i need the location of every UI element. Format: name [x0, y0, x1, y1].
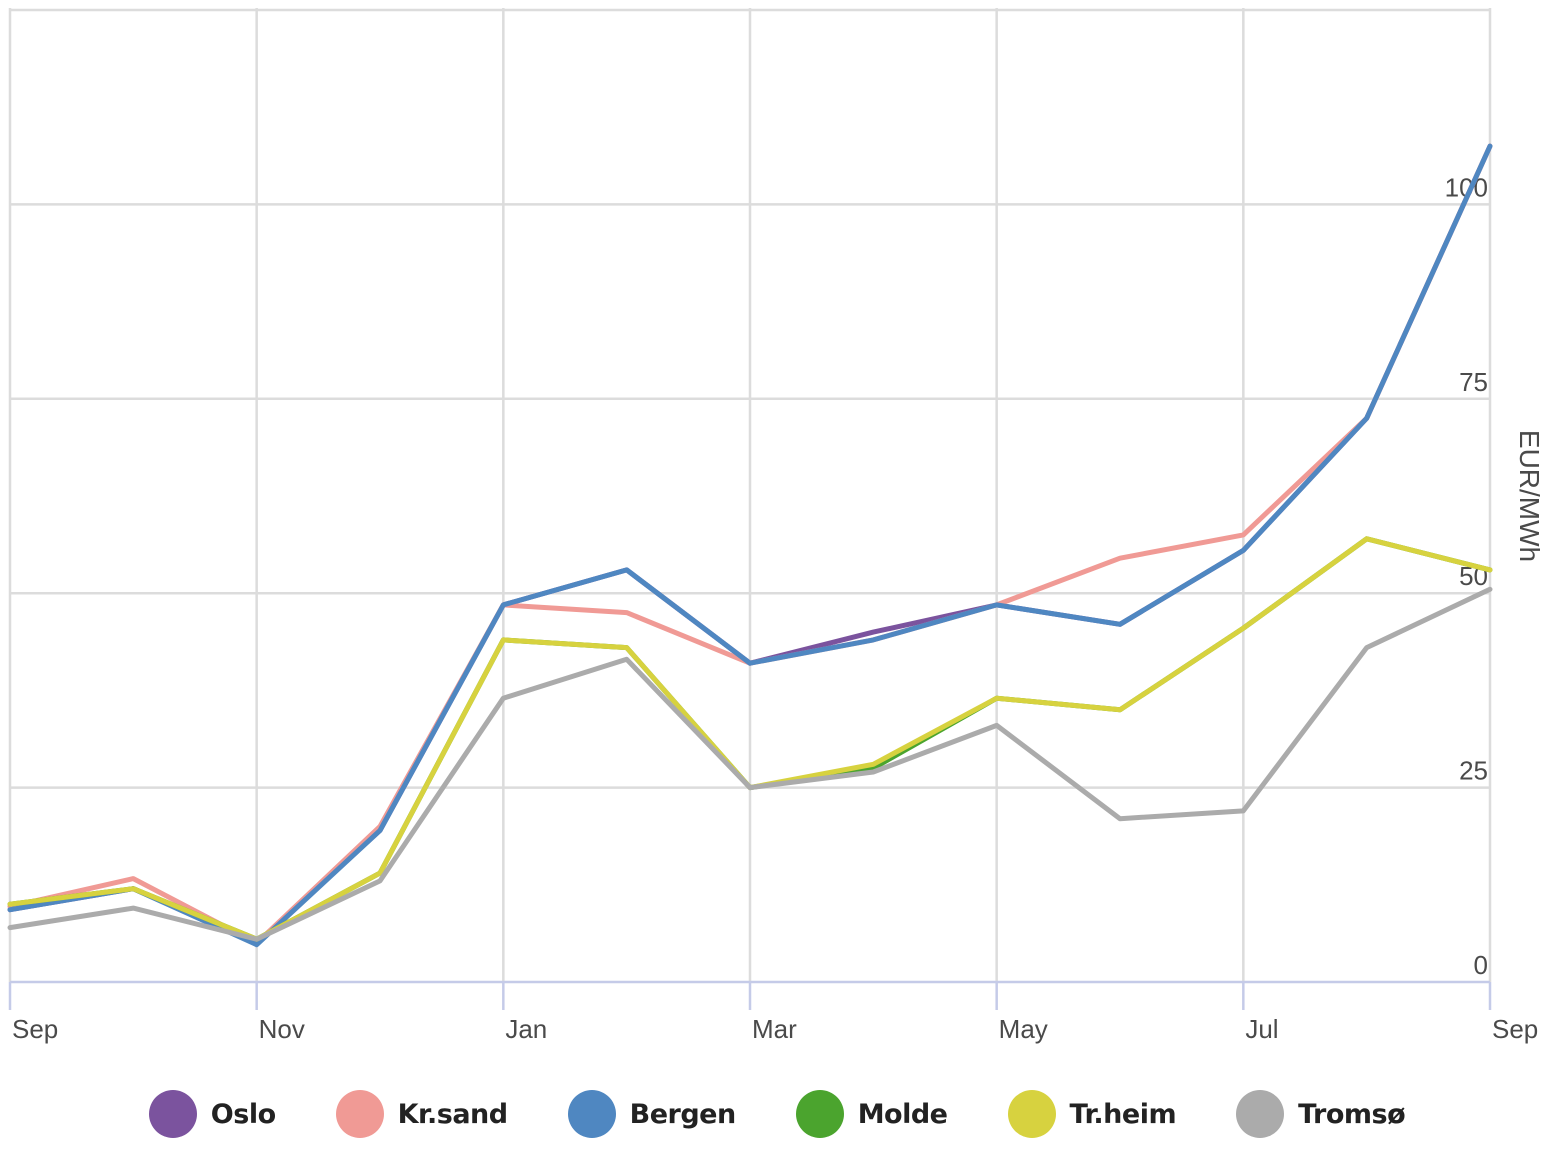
legend-swatch-bergen	[567, 1090, 616, 1138]
legend-swatch-trheim	[1007, 1090, 1056, 1138]
legend-swatch-molde	[795, 1090, 844, 1138]
x-tick-label: May	[999, 1014, 1048, 1044]
legend-label-oslo: Oslo	[210, 1098, 276, 1130]
legend-swatch-krsand	[335, 1090, 384, 1138]
x-tick-label: Mar	[752, 1014, 797, 1044]
x-tick-label: Jan	[505, 1014, 547, 1044]
legend-item-oslo[interactable]: Oslo	[148, 1090, 276, 1138]
y-tick-label: 0	[1474, 950, 1488, 980]
legend-label-trheim: Tr.heim	[1069, 1098, 1177, 1130]
x-tick-label: Sep	[12, 1014, 58, 1044]
legend-label-bergen: Bergen	[629, 1098, 737, 1130]
series-line-tromsø	[7, 586, 1493, 942]
x-axis	[8, 980, 1492, 1010]
series-lines	[7, 143, 1493, 948]
legend-swatch-oslo	[148, 1090, 197, 1138]
y-axis-title: EUR/MWh	[1514, 430, 1545, 562]
legend-label-molde: Molde	[857, 1098, 948, 1130]
legend-item-tromso[interactable]: Tromsø	[1236, 1090, 1406, 1138]
x-tick-label: Nov	[259, 1014, 305, 1044]
x-axis-tick-labels: Sep Nov Jan Mar May Jul Sep	[12, 1014, 1538, 1044]
legend-label-krsand: Kr.sand	[397, 1098, 508, 1130]
legend-item-trheim[interactable]: Tr.heim	[1007, 1090, 1177, 1138]
y-tick-label: 25	[1459, 756, 1488, 786]
x-tick-label: Jul	[1245, 1014, 1278, 1044]
legend: Oslo Kr.sand Bergen Molde Tr.heim Tromsø	[0, 1088, 1554, 1140]
y-tick-label: 75	[1459, 367, 1488, 397]
legend-item-krsand[interactable]: Kr.sand	[335, 1090, 508, 1138]
series-line-bergen	[7, 143, 1493, 948]
legend-swatch-tromso	[1236, 1090, 1285, 1138]
legend-item-bergen[interactable]: Bergen	[567, 1090, 737, 1138]
legend-label-tromso: Tromsø	[1298, 1098, 1406, 1130]
x-tick-label: Sep	[1492, 1014, 1538, 1044]
legend-item-molde[interactable]: Molde	[795, 1090, 948, 1138]
grid-lines	[8, 8, 1492, 982]
